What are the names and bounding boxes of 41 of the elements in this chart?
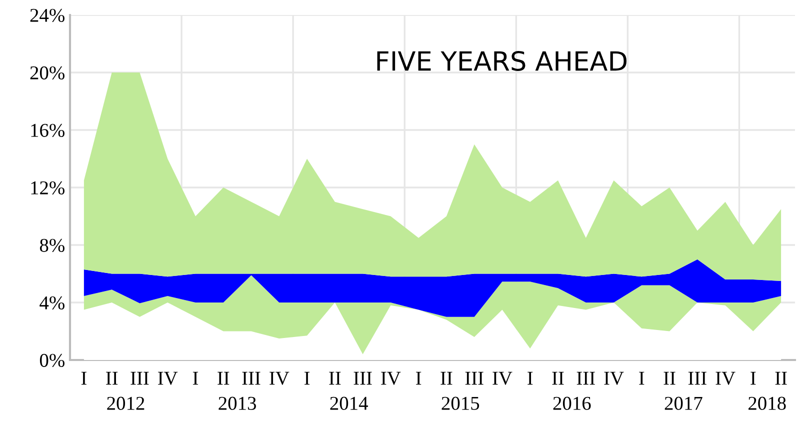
x-tick-label: I bbox=[528, 372, 533, 385]
x-tick-label: IV bbox=[716, 372, 736, 385]
y-tick-label: 8% bbox=[40, 238, 64, 252]
x-tick-label: III bbox=[465, 372, 484, 385]
x-tick-label: III bbox=[242, 372, 260, 385]
x-tick-label: II bbox=[440, 372, 452, 385]
x-tick-label: IV bbox=[270, 372, 290, 385]
y-tick-label: 12% bbox=[31, 181, 64, 194]
y-tick-label: 24% bbox=[30, 8, 64, 22]
x-tick-label: I bbox=[750, 372, 756, 385]
x-tick-label: IV bbox=[604, 372, 624, 385]
x-tick-label: III bbox=[576, 372, 595, 385]
x-tick-label: I bbox=[192, 372, 198, 385]
x-tick-label: I bbox=[304, 372, 310, 385]
text: 2014 bbox=[330, 396, 368, 410]
y-tick-label: 0% bbox=[40, 354, 64, 367]
y-tick-label: 4% bbox=[40, 296, 64, 310]
text: 2017 bbox=[664, 396, 702, 410]
y-tick-label: 20% bbox=[30, 66, 64, 80]
x-tick-label: III bbox=[688, 372, 706, 385]
x-tick-label: III bbox=[354, 372, 372, 385]
x-tick-label: I bbox=[416, 372, 422, 385]
x-tick-label: I bbox=[639, 372, 644, 385]
x-tick-label: II bbox=[106, 372, 118, 385]
x-tick-label: IV bbox=[158, 372, 178, 385]
x-tick-label: II bbox=[218, 372, 230, 385]
text: 2018 bbox=[748, 396, 786, 410]
x-tick-label: III bbox=[130, 372, 149, 385]
x-tick-label: II bbox=[775, 372, 787, 385]
x-tick-label: IV bbox=[381, 372, 401, 385]
text: 2013 bbox=[218, 396, 256, 410]
x-tick-label: IV bbox=[492, 372, 512, 385]
x-tick-label: II bbox=[552, 372, 564, 385]
text: 2015 bbox=[442, 396, 480, 410]
text: 2016 bbox=[553, 396, 591, 410]
x-tick-label: II bbox=[664, 372, 676, 385]
text: FIVE YEARS AHEAD bbox=[377, 50, 626, 71]
text: 2012 bbox=[107, 396, 144, 410]
y-tick-label: 16% bbox=[31, 124, 64, 137]
x-tick-label: II bbox=[329, 372, 341, 385]
x-tick-label: I bbox=[81, 372, 86, 385]
